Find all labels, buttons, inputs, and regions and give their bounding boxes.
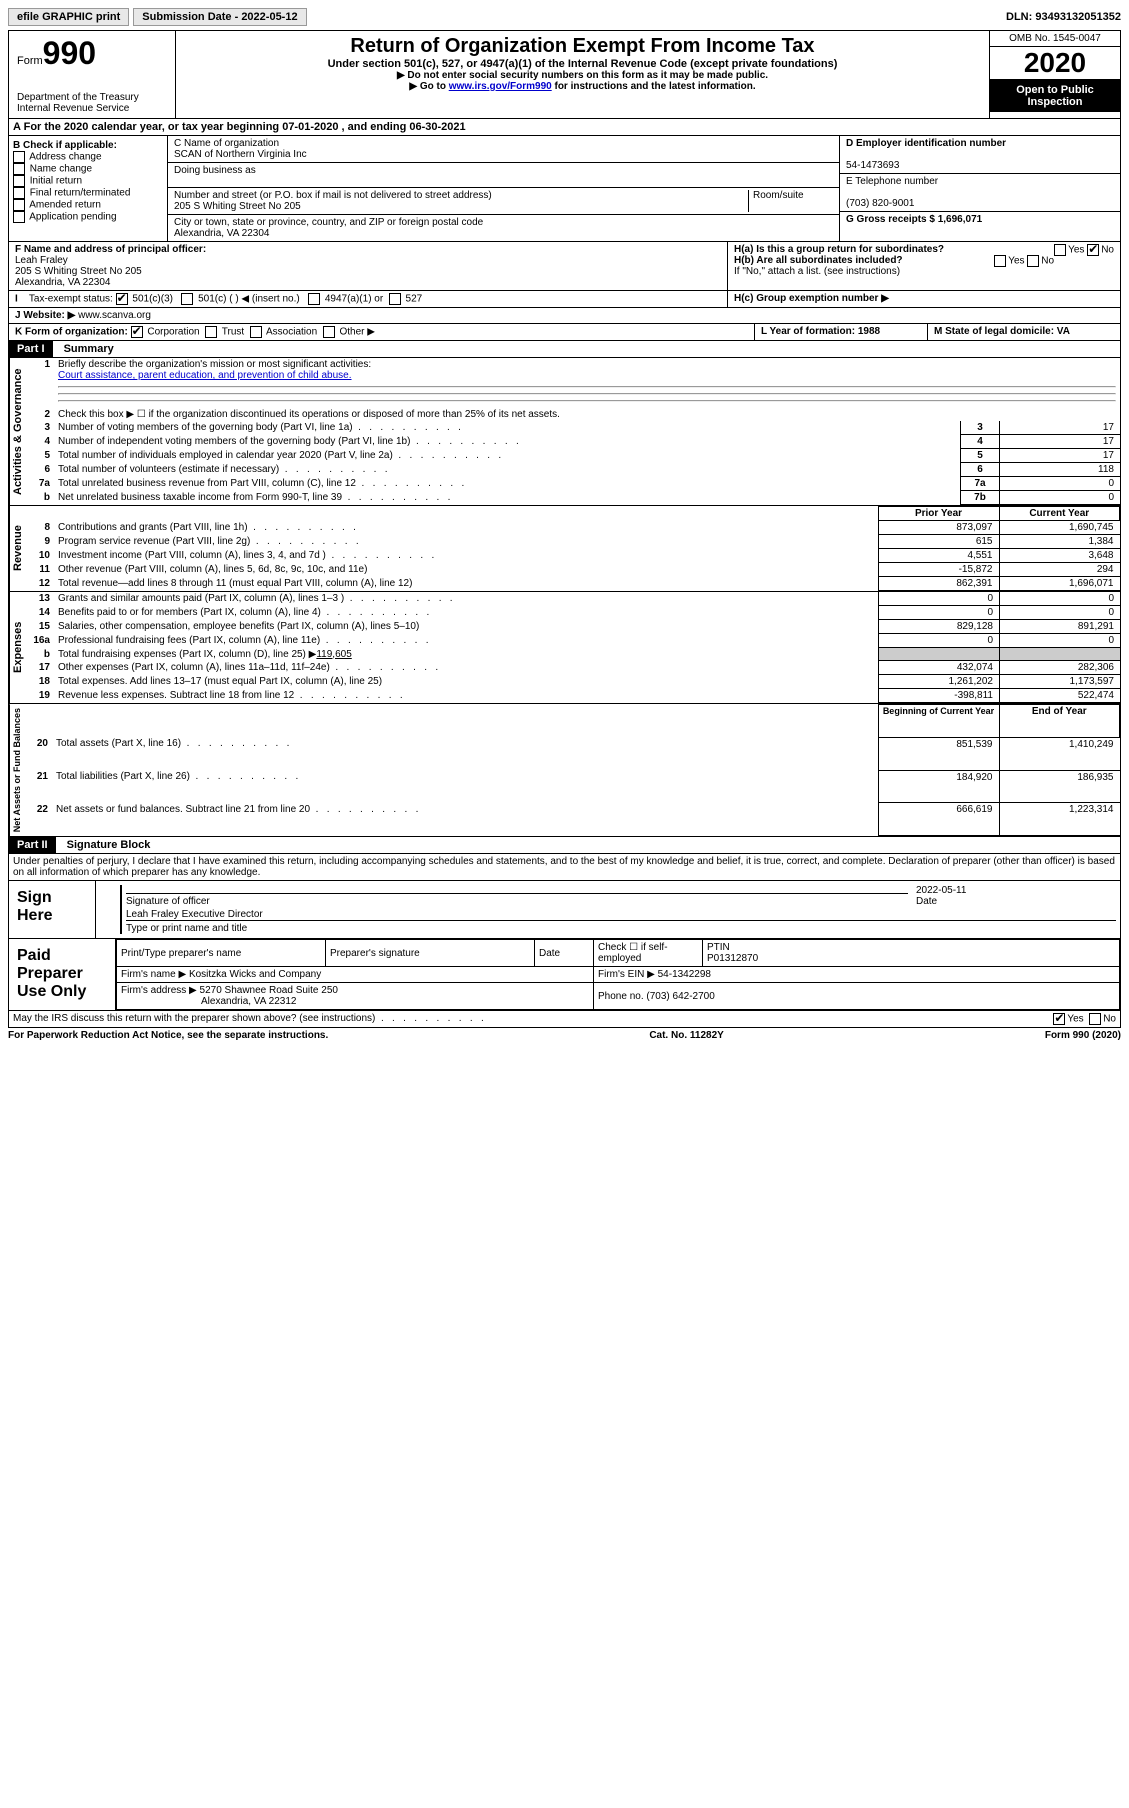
street-address: 205 S Whiting Street No 205	[174, 201, 301, 212]
dept-label: Department of the Treasury Internal Reve…	[17, 92, 167, 114]
irs-link[interactable]: www.irs.gov/Form990	[449, 81, 552, 92]
org-name: SCAN of Northern Virginia Inc	[174, 149, 307, 160]
ptin: P01312870	[707, 953, 758, 964]
netassets-sidebar: Net Assets or Fund Balances	[9, 704, 24, 836]
form-number: 990	[43, 35, 96, 71]
website: www.scanva.org	[75, 310, 151, 321]
firm-name: Kositzka Wicks and Company	[189, 969, 321, 980]
gross-receipts: G Gross receipts $ 1,696,071	[846, 214, 982, 225]
expenses-sidebar: Expenses	[9, 592, 26, 703]
dln-label: DLN: 93493132051352	[1006, 11, 1121, 23]
mission-link[interactable]: Court assistance, parent education, and …	[58, 370, 352, 381]
part1-title: Summary	[56, 341, 122, 357]
preparer-label: Paid Preparer Use Only	[9, 939, 116, 1010]
revenue-sidebar: Revenue	[9, 506, 26, 591]
form-label: Form	[17, 55, 43, 67]
jurat-text: Under penalties of perjury, I declare th…	[8, 854, 1121, 881]
form-note-2: ▶ Go to www.irs.gov/Form990 for instruct…	[180, 81, 985, 92]
firm-phone: (703) 642-2700	[646, 991, 714, 1002]
part1-header: Part I	[9, 341, 53, 357]
ein: 54-1473693	[846, 160, 899, 171]
inspection-badge: Open to Public Inspection	[990, 80, 1120, 112]
submission-date-button[interactable]: Submission Date - 2022-05-12	[133, 8, 306, 26]
page-footer: For Paperwork Reduction Act Notice, see …	[8, 1030, 1121, 1041]
part2-header: Part II	[9, 837, 56, 853]
officer-typed-name: Leah Fraley Executive Director	[126, 909, 1116, 921]
city-address: Alexandria, VA 22304	[174, 228, 269, 239]
form-header: Form990 Department of the Treasury Inter…	[8, 30, 1121, 119]
firm-ein: 54-1342298	[658, 969, 711, 980]
firm-address: 5270 Shawnee Road Suite 250	[200, 985, 338, 996]
sign-here-label: Sign Here	[9, 881, 96, 938]
officer-name: Leah Fraley	[15, 255, 68, 266]
tax-year: 2020	[990, 47, 1120, 80]
discuss-question: May the IRS discuss this return with the…	[13, 1013, 484, 1025]
info-section: B Check if applicable: Address change Na…	[8, 136, 1121, 242]
box-b: B Check if applicable: Address change Na…	[9, 136, 168, 241]
governance-sidebar: Activities & Governance	[9, 358, 26, 505]
phone: (703) 820-9001	[846, 198, 914, 209]
efile-button[interactable]: efile GRAPHIC print	[8, 8, 129, 26]
form-note-1: ▶ Do not enter social security numbers o…	[180, 70, 985, 81]
state-domicile: M State of legal domicile: VA	[934, 326, 1070, 337]
form-subtitle: Under section 501(c), 527, or 4947(a)(1)…	[180, 58, 985, 70]
part2-title: Signature Block	[59, 837, 159, 853]
year-formation: L Year of formation: 1988	[761, 326, 880, 337]
form-title: Return of Organization Exempt From Incom…	[180, 35, 985, 58]
omb-number: OMB No. 1545-0047	[990, 31, 1120, 47]
top-toolbar: efile GRAPHIC print Submission Date - 20…	[8, 8, 1121, 26]
tax-period: A For the 2020 calendar year, or tax yea…	[8, 119, 1121, 136]
